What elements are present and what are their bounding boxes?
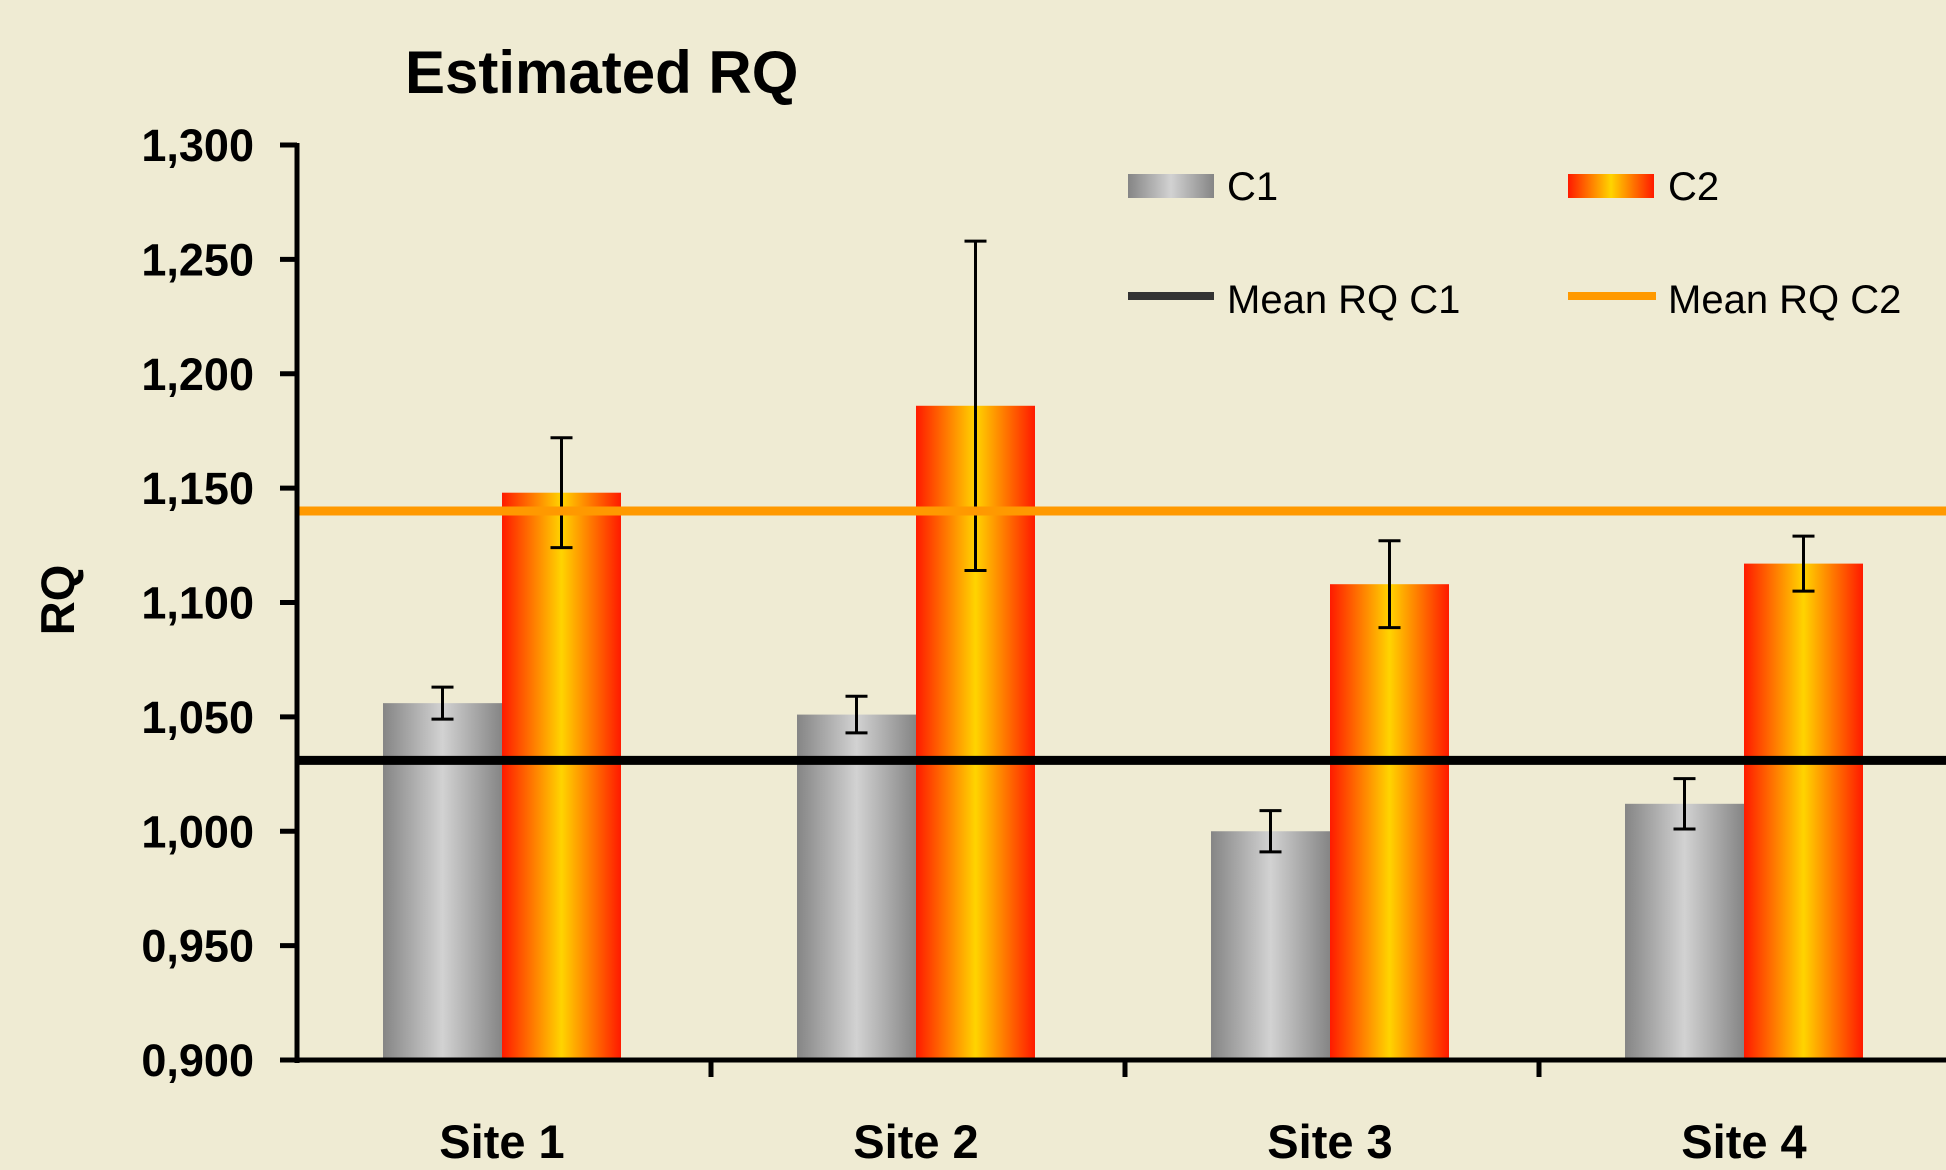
y-tick-label: 1,050	[141, 692, 254, 743]
error-bar-c2-3	[1378, 539, 1401, 630]
chart-title: Estimated RQ	[405, 39, 798, 106]
y-ticks-group: 0,900 0,950 1,000 1,050 1,100 1,150 1,200 1,250…	[141, 120, 297, 1086]
legend: C1 C2 Mean RQ C1 Mean RQ C2	[1128, 165, 1901, 322]
bar-c2-4	[1744, 563, 1863, 1060]
x-tick-label: Site 4	[1681, 1115, 1806, 1168]
bars-group	[383, 405, 1863, 1060]
y-tick-label: 1,150	[141, 463, 254, 514]
bar-c1-2	[797, 714, 916, 1060]
bar-c2-1	[502, 492, 621, 1060]
error-bar-c1-3	[1259, 809, 1282, 854]
error-bar-c1-1	[431, 685, 454, 721]
reference-lines-group	[297, 506, 1946, 765]
legend-label-c2: C2	[1668, 165, 1719, 209]
x-tick-label: Site 3	[1267, 1115, 1392, 1168]
legend-label-mean-c2: Mean RQ C2	[1668, 278, 1901, 322]
y-axis-label: RQ	[31, 565, 84, 636]
bar-c2-3	[1330, 584, 1449, 1060]
error-bar-c1-4	[1673, 777, 1696, 831]
legend-swatch-c2	[1568, 174, 1654, 198]
legend-label-c1: C1	[1227, 165, 1278, 209]
bar-c1-3	[1211, 831, 1330, 1060]
legend-swatch-c1	[1128, 174, 1214, 198]
y-tick-label: 0,900	[141, 1035, 254, 1086]
error-bars-group	[431, 239, 1815, 854]
y-tick-label: 1,250	[141, 234, 254, 285]
error-bar-c2-1	[550, 436, 573, 550]
y-tick-label: 1,000	[141, 806, 254, 857]
error-bar-c2-2	[964, 239, 987, 572]
y-tick-label: 1,200	[141, 349, 254, 400]
bar-c1-4	[1625, 803, 1744, 1060]
error-bar-c1-2	[845, 694, 868, 735]
x-tick-label: Site 1	[439, 1115, 564, 1168]
y-tick-label: 1,300	[141, 120, 254, 171]
legend-label-mean-c1: Mean RQ C1	[1227, 278, 1460, 322]
y-tick-label: 1,100	[141, 578, 254, 629]
x-tick-label: Site 2	[853, 1115, 978, 1168]
y-tick-label: 0,950	[141, 921, 254, 972]
x-ticks-group: Site 1 Site 2 Site 3 Site 4	[439, 1060, 1807, 1168]
error-bar-c2-4	[1792, 534, 1815, 593]
